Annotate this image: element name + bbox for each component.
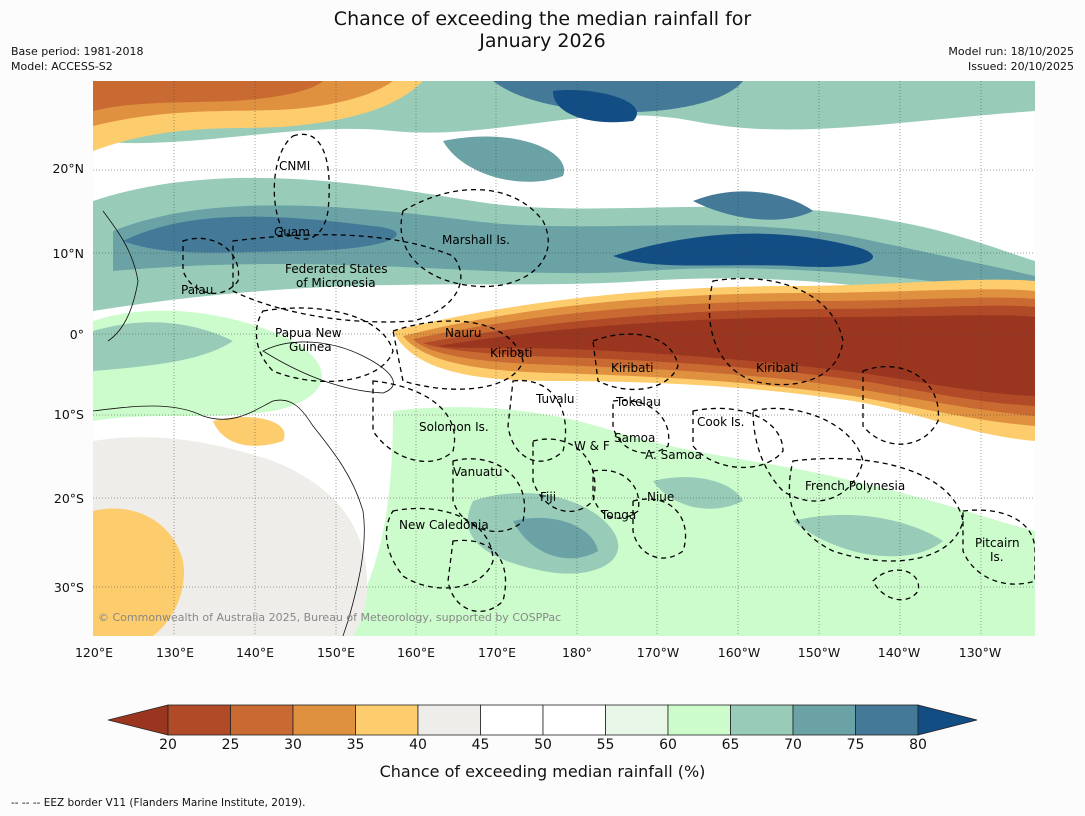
colorbar-tick-80: 80 [909, 737, 927, 753]
lon-tick-180: 180° [561, 645, 593, 660]
colorbar-bin-40-45 [417, 704, 481, 736]
colorbar-tick-60: 60 [659, 737, 677, 753]
colorbar-bin-75-80 [855, 704, 919, 736]
label-png-line1: Papua New [275, 326, 342, 340]
label-solomon-is: Solomon Is. [419, 420, 489, 434]
colorbar [108, 704, 978, 736]
label-marshall-is: Marshall Is. [442, 233, 510, 247]
eez-legend-note: -- -- -- EEZ border V11 (Flanders Marine… [11, 797, 306, 809]
lon-tick-160e: 160°E [396, 645, 435, 660]
lat-tick-10n: 10°N [52, 246, 84, 261]
label-tokelau: Tokelau [615, 395, 661, 409]
map-title: Chance of exceeding the median rainfall … [0, 8, 1085, 52]
label-niue: Niue [647, 490, 674, 504]
colorbar-tick-50: 50 [534, 737, 552, 753]
lon-tick-150e: 150°E [316, 645, 355, 660]
label-palau: Palau [181, 283, 213, 297]
label-fiji: Fiji [540, 490, 556, 504]
colorbar-tick-75: 75 [846, 737, 865, 753]
label-pitcairn-line1: Pitcairn [975, 536, 1020, 550]
label-cnmi: CNMI [279, 159, 310, 173]
lat-tick-20s: 20°S [53, 491, 84, 506]
issued-date: Issued: 20/10/2025 [967, 60, 1074, 73]
colorbar-bin-60-65 [667, 704, 731, 736]
label-png-line2: Guinea [289, 340, 332, 354]
colorbar-bin-30-35 [292, 704, 356, 736]
label-nauru: Nauru [445, 326, 481, 340]
model-run: Model run: 18/10/2025 [948, 45, 1074, 58]
label-fsm-line2: of Micronesia [296, 276, 376, 290]
colorbar-tick-25: 25 [221, 737, 240, 753]
colorbar-arrow-high [917, 704, 978, 736]
colorbar-tick-20: 20 [159, 737, 177, 753]
label-vanuatu: Vanuatu [453, 465, 503, 479]
colorbar-bin-55-60 [605, 704, 669, 736]
colorbar-tick-45: 45 [471, 737, 490, 753]
lon-tick-130w: 130°W [958, 645, 1002, 660]
label-american-samoa: A. Samoa [645, 448, 702, 462]
colorbar-label: Chance of exceeding median rainfall (%) [379, 762, 706, 781]
copyright-notice: © Commonwealth of Australia 2025, Bureau… [98, 611, 561, 624]
label-kiribati-west: Kiribati [490, 346, 532, 360]
colorbar-bin-45-50 [480, 704, 544, 736]
label-pitcairn-line2: Is. [990, 550, 1004, 564]
label-new-caledonia: New Caledonia [399, 518, 489, 532]
lat-tick-30s: 30°S [53, 580, 84, 595]
label-cook-is: Cook Is. [697, 415, 744, 429]
lat-tick-10s: 10°S [53, 407, 84, 422]
lon-tick-120e: 120°E [74, 645, 113, 660]
label-guam: Guam [274, 225, 310, 239]
label-fsm-line1: Federated States [285, 262, 387, 276]
lon-tick-150w: 150°W [797, 645, 841, 660]
lon-tick-170w: 170°W [636, 645, 680, 660]
colorbar-tick-40: 40 [409, 737, 427, 753]
label-wallis-futuna: W & F [574, 439, 610, 453]
model-name: Model: ACCESS-S2 [11, 60, 113, 73]
title-line-2: January 2026 [479, 30, 606, 52]
colorbar-tick-35: 35 [346, 737, 365, 753]
title-line-1: Chance of exceeding the median rainfall … [333, 8, 752, 30]
colorbar-tick-30: 30 [284, 737, 302, 753]
colorbar-arrow-low [108, 704, 169, 736]
colorbar-bin-50-55 [542, 704, 606, 736]
colorbar-bin-70-75 [792, 704, 856, 736]
label-samoa: Samoa [614, 431, 655, 445]
meta-left: Base period: 1981-2018 Model: ACCESS-S2 [11, 44, 143, 74]
label-tonga: Tonga [600, 508, 636, 522]
label-kiribati-east: Kiribati [756, 361, 798, 375]
lon-tick-140w: 140°W [877, 645, 921, 660]
colorbar-bin-20-25 [167, 704, 231, 736]
lon-tick-160w: 160°W [717, 645, 761, 660]
colorbar-bin-35-40 [355, 704, 419, 736]
meta-right: Model run: 18/10/2025 Issued: 20/10/2025 [948, 44, 1074, 74]
colorbar-bin-65-70 [730, 704, 794, 736]
lon-tick-140e: 140°E [235, 645, 274, 660]
label-french-polynesia: French Polynesia [805, 479, 905, 493]
lat-tick-20n: 20°N [52, 161, 84, 176]
colorbar-tick-70: 70 [784, 737, 802, 753]
rainfall-map: CNMI Guam Marshall Is. Federated States … [93, 81, 1035, 636]
colorbar-tick-55: 55 [596, 737, 615, 753]
label-tuvalu: Tuvalu [535, 392, 575, 406]
map-svg: CNMI Guam Marshall Is. Federated States … [93, 81, 1035, 636]
lon-tick-130e: 130°E [155, 645, 194, 660]
base-period: Base period: 1981-2018 [11, 45, 144, 58]
lon-tick-170e: 170°E [477, 645, 516, 660]
label-kiribati-central: Kiribati [611, 361, 653, 375]
lat-tick-0: 0° [69, 327, 84, 342]
colorbar-tick-65: 65 [721, 737, 740, 753]
colorbar-bin-25-30 [230, 704, 294, 736]
